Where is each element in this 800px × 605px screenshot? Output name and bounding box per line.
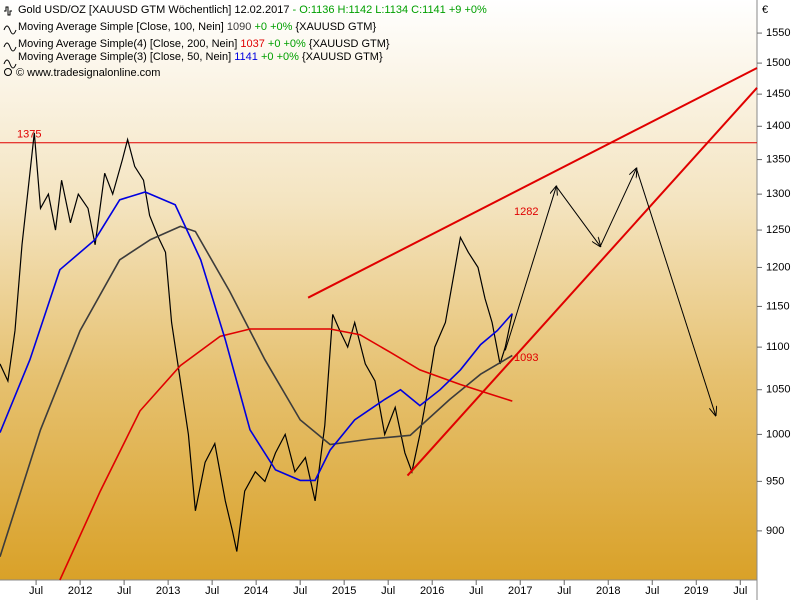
annotation: 1093 (514, 352, 538, 364)
y-tick-label: 1350 (766, 153, 790, 165)
y-tick-label: 1150 (766, 300, 790, 312)
legend-name: Moving Average Simple(3) [Close, 50, Nei… (18, 51, 231, 63)
legend-symbol: {XAUUSD GTM} (309, 38, 390, 50)
y-tick-label: 1450 (766, 88, 790, 100)
x-tick-label: 2016 (420, 585, 444, 597)
legend-symbol: {XAUUSD GTM} (295, 21, 376, 33)
annotation: 1282 (514, 206, 538, 218)
legend-icon (3, 42, 17, 52)
currency: € (762, 4, 768, 16)
x-tick-label: 2015 (332, 585, 356, 597)
projection-arrow (504, 186, 556, 351)
x-axis-area (0, 580, 757, 600)
price-line (0, 132, 513, 552)
projection-arrow (599, 168, 636, 247)
x-tick-label: Jul (469, 585, 483, 597)
legend-change: +0 +0% (268, 38, 306, 50)
watermark-icon (4, 68, 12, 76)
legend-name: Moving Average Simple [Close, 100, Nein] (18, 21, 224, 33)
watermark: © www.tradesignalonline.com (16, 67, 160, 79)
y-tick-label: 950 (766, 475, 784, 487)
y-tick-label: 1000 (766, 428, 790, 440)
y-axis-area (757, 0, 800, 600)
plot-area (0, 0, 757, 580)
legend-last: 1090 (227, 21, 251, 33)
y-tick-label: 1050 (766, 384, 790, 396)
moving-average (0, 225, 513, 557)
moving-average (0, 191, 513, 482)
legend: Gold USD/OZ [XAUUSD GTM Wöchentlich] 12.… (3, 4, 487, 79)
x-tick-label: 2013 (156, 585, 180, 597)
projection-arrow (635, 168, 715, 415)
x-tick-label: Jul (293, 585, 307, 597)
x-tick-label: 2017 (508, 585, 532, 597)
trend-line (406, 87, 758, 477)
x-tick-label: 2014 (244, 585, 268, 597)
trend-line (307, 67, 758, 299)
y-tick-label: 900 (766, 525, 784, 537)
x-tick-label: 2019 (684, 585, 708, 597)
legend-last: 1037 (240, 38, 264, 50)
projection-arrow (555, 186, 600, 246)
legend-entry: Gold USD/OZ [XAUUSD GTM Wöchentlich] 12.… (18, 4, 487, 16)
x-tick-label: Jul (381, 585, 395, 597)
x-tick-label: Jul (645, 585, 659, 597)
legend-icon (3, 25, 17, 35)
x-tick-label: Jul (117, 585, 131, 597)
x-tick-label: 2012 (68, 585, 92, 597)
legend-entry: Moving Average Simple(4) [Close, 200, Ne… (18, 38, 390, 50)
y-tick-label: 1250 (766, 224, 790, 236)
y-tick-label: 1300 (766, 188, 790, 200)
x-tick-label: Jul (29, 585, 43, 597)
legend-icon (3, 59, 17, 69)
x-tick-label: Jul (205, 585, 219, 597)
legend-change: +0 +0% (254, 21, 292, 33)
legend-name: Gold USD/OZ [XAUUSD GTM Wöchentlich] 12.… (18, 4, 289, 16)
x-tick-label: Jul (557, 585, 571, 597)
legend-entry: Moving Average Simple(3) [Close, 50, Nei… (18, 51, 383, 63)
legend-change: +0 +0% (261, 51, 299, 63)
moving-average (59, 328, 513, 581)
y-tick-label: 1400 (766, 120, 790, 132)
legend-name: Moving Average Simple(4) [Close, 200, Ne… (18, 38, 237, 50)
legend-entry: Moving Average Simple [Close, 100, Nein]… (18, 21, 376, 33)
legend-icon (4, 6, 12, 16)
x-tick-label: Jul (733, 585, 747, 597)
legend-symbol: {XAUUSD GTM} (302, 51, 383, 63)
level-label: 1375 (17, 129, 41, 141)
x-tick-label: 2018 (596, 585, 620, 597)
y-tick-label: 1550 (766, 27, 790, 39)
y-tick-label: 1500 (766, 57, 790, 69)
y-tick-label: 1200 (766, 261, 790, 273)
legend-quote: - O:1136 H:1142 L:1134 C:1141 +9 +0% (293, 4, 487, 16)
legend-last: 1141 (234, 51, 258, 63)
y-tick-label: 1100 (766, 341, 790, 353)
